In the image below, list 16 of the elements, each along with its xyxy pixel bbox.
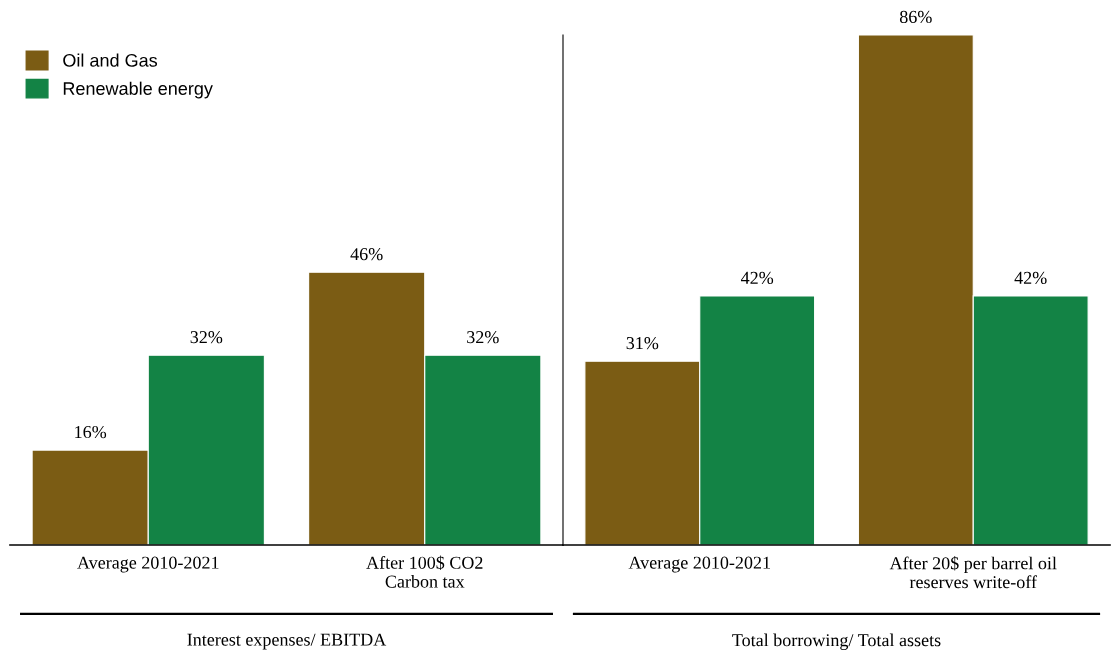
data-label: 32% — [467, 331, 499, 344]
data-label: 32% — [190, 331, 223, 344]
x-tick-label: Average 2010-2021 — [77, 556, 219, 573]
x-tick-label: After 20$ per barrel oil reserves write-off — [889, 556, 1057, 589]
data-label: 16% — [75, 425, 107, 439]
x-axis-title: Interest expenses/ EBITDA — [187, 633, 387, 650]
x-axis-title: Total borrowing/ Total assets — [732, 633, 941, 650]
data-label: 42% — [1014, 271, 1047, 284]
data-label: 42% — [740, 271, 774, 284]
data-label: 86% — [899, 10, 932, 24]
data-label: 46% — [350, 248, 383, 261]
data-label: 31% — [626, 336, 659, 350]
legend-label: Renewable energy — [63, 81, 213, 99]
legend-label: Oil and Gas — [63, 53, 158, 67]
x-tick-label: Average 2010-2021 — [628, 556, 770, 573]
x-tick-label: After 100$ CO2 Carbon tax — [366, 555, 483, 588]
